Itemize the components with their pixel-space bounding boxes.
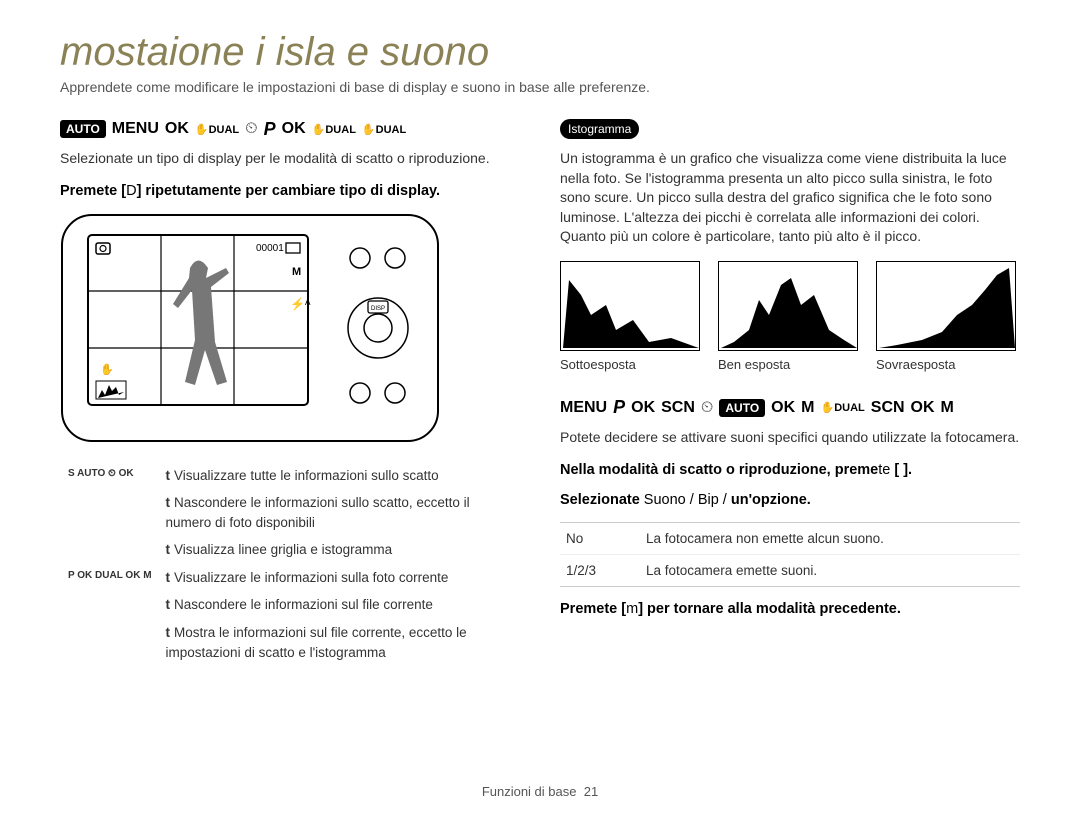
right-column: Istogramma Un istogramma è un grafico ch…: [560, 115, 1020, 667]
dual-icon: ✋DUAL: [195, 123, 239, 136]
auto-badge-icon: AUTO: [60, 120, 106, 138]
lcd-counter: 00001: [256, 243, 284, 254]
menu-icon: MENU: [112, 120, 159, 138]
timer-icon: ⏲: [245, 120, 257, 138]
ok-icon: OK: [771, 399, 795, 417]
dual-icon: ✋DUAL: [821, 401, 865, 414]
svg-text:✋: ✋: [100, 363, 114, 376]
m-mode-icon: M: [801, 399, 814, 417]
page-footer: Funzioni di base 21: [0, 784, 1080, 799]
ok-icon: OK: [165, 120, 189, 138]
timer-icon: ⏲: [701, 399, 713, 417]
ok-icon: OK: [911, 399, 935, 417]
hist-caption: Sottoesposta: [560, 357, 700, 372]
display-desc: Selezionate un tipo di display per le mo…: [60, 149, 520, 169]
table-row: 1/2/3 La fotocamera emette suoni.: [560, 554, 1020, 586]
page-subtitle: Apprendete come modificare le impostazio…: [60, 79, 1020, 95]
sound-mode-icons: MENU P OK SCN ⏲ AUTO OK M ✋DUAL SCN OK M: [560, 394, 1020, 422]
dual-icon: ✋DUAL: [362, 123, 406, 136]
display-mode-icons: AUTO MENU OK ✋DUAL ⏲ P OK ✋DUAL ✋DUAL: [60, 115, 520, 143]
content-columns: AUTO MENU OK ✋DUAL ⏲ P OK ✋DUAL ✋DUAL Se…: [60, 115, 1020, 667]
page-title: mostaione i isla e suono: [60, 30, 1020, 75]
bullet-text: Mostra le informazioni sul file corrente…: [166, 625, 467, 660]
ok-icon: OK: [631, 399, 655, 417]
camera-lcd-diagram: 00001 M ⚡ᴬ ✋ DISP: [60, 213, 440, 443]
histogram-badge: Istogramma: [560, 119, 639, 139]
svg-text:⚡ᴬ: ⚡ᴬ: [290, 297, 311, 311]
display-instruction: Premete [D] ripetutamente per cambiare t…: [60, 183, 520, 199]
histogram-underexposed: [560, 261, 700, 351]
desc-cell: La fotocamera non emette alcun suono.: [640, 522, 1020, 554]
bullet-text: Nascondere le informazioni sul file corr…: [174, 597, 433, 612]
ok-icon: OK: [282, 120, 306, 138]
m-mode-icon: M: [941, 399, 954, 417]
hist-caption: Ben esposta: [718, 357, 858, 372]
hist-caption: Sovraesposta: [876, 357, 1016, 372]
desc-cell: La fotocamera emette suoni.: [640, 554, 1020, 586]
bullet-text: Visualizzare le informazioni sulla foto …: [174, 570, 448, 585]
bullet-text: Visualizzare tutte le informazioni sullo…: [174, 468, 439, 483]
histogram-overexposed: [876, 261, 1016, 351]
sound-step-2: Selezionate Suono / Bip / un'opzione.: [560, 492, 1020, 508]
p-mode-icon: P: [613, 397, 625, 418]
p-mode-icon: P: [264, 119, 276, 140]
modes-cell-b: P OK DUAL OK M: [62, 565, 158, 665]
bullet-text: Visualizza linee griglia e istogramma: [174, 542, 392, 557]
sound-options-table: No La fotocamera non emette alcun suono.…: [560, 522, 1020, 587]
option-cell: No: [560, 522, 640, 554]
dual-icon: ✋DUAL: [312, 123, 356, 136]
auto-badge-icon: AUTO: [719, 399, 765, 417]
bullet-text: Nascondere le informazioni sullo scatto,…: [166, 495, 470, 530]
histogram-well-exposed: [718, 261, 858, 351]
svg-text:DISP: DISP: [371, 306, 385, 312]
menu-icon: MENU: [560, 399, 607, 417]
histogram-heading-row: Istogramma: [560, 115, 1020, 143]
sound-desc: Potete decidere se attivare suoni specif…: [560, 428, 1020, 448]
scn-icon: SCN: [661, 399, 695, 417]
sound-step-1: Nella modalità di scatto o riproduzione,…: [560, 462, 1020, 478]
histogram-desc: Un istogramma è un grafico che visualizz…: [560, 149, 1020, 247]
histogram-caption-row: Sottoesposta Ben esposta Sovraesposta: [560, 357, 1020, 372]
sound-step-3: Premete [m] per tornare alla modalità pr…: [560, 601, 1020, 617]
display-info-table: S AUTO ⏲ OK tVisualizzare tutte le infor…: [60, 461, 520, 668]
histogram-row: [560, 261, 1020, 351]
modes-cell-a: S AUTO ⏲ OK: [62, 463, 158, 563]
option-cell: 1/2/3: [560, 554, 640, 586]
left-column: AUTO MENU OK ✋DUAL ⏲ P OK ✋DUAL ✋DUAL Se…: [60, 115, 520, 667]
table-row: No La fotocamera non emette alcun suono.: [560, 522, 1020, 554]
svg-text:M: M: [292, 266, 301, 278]
scn-icon: SCN: [871, 399, 905, 417]
